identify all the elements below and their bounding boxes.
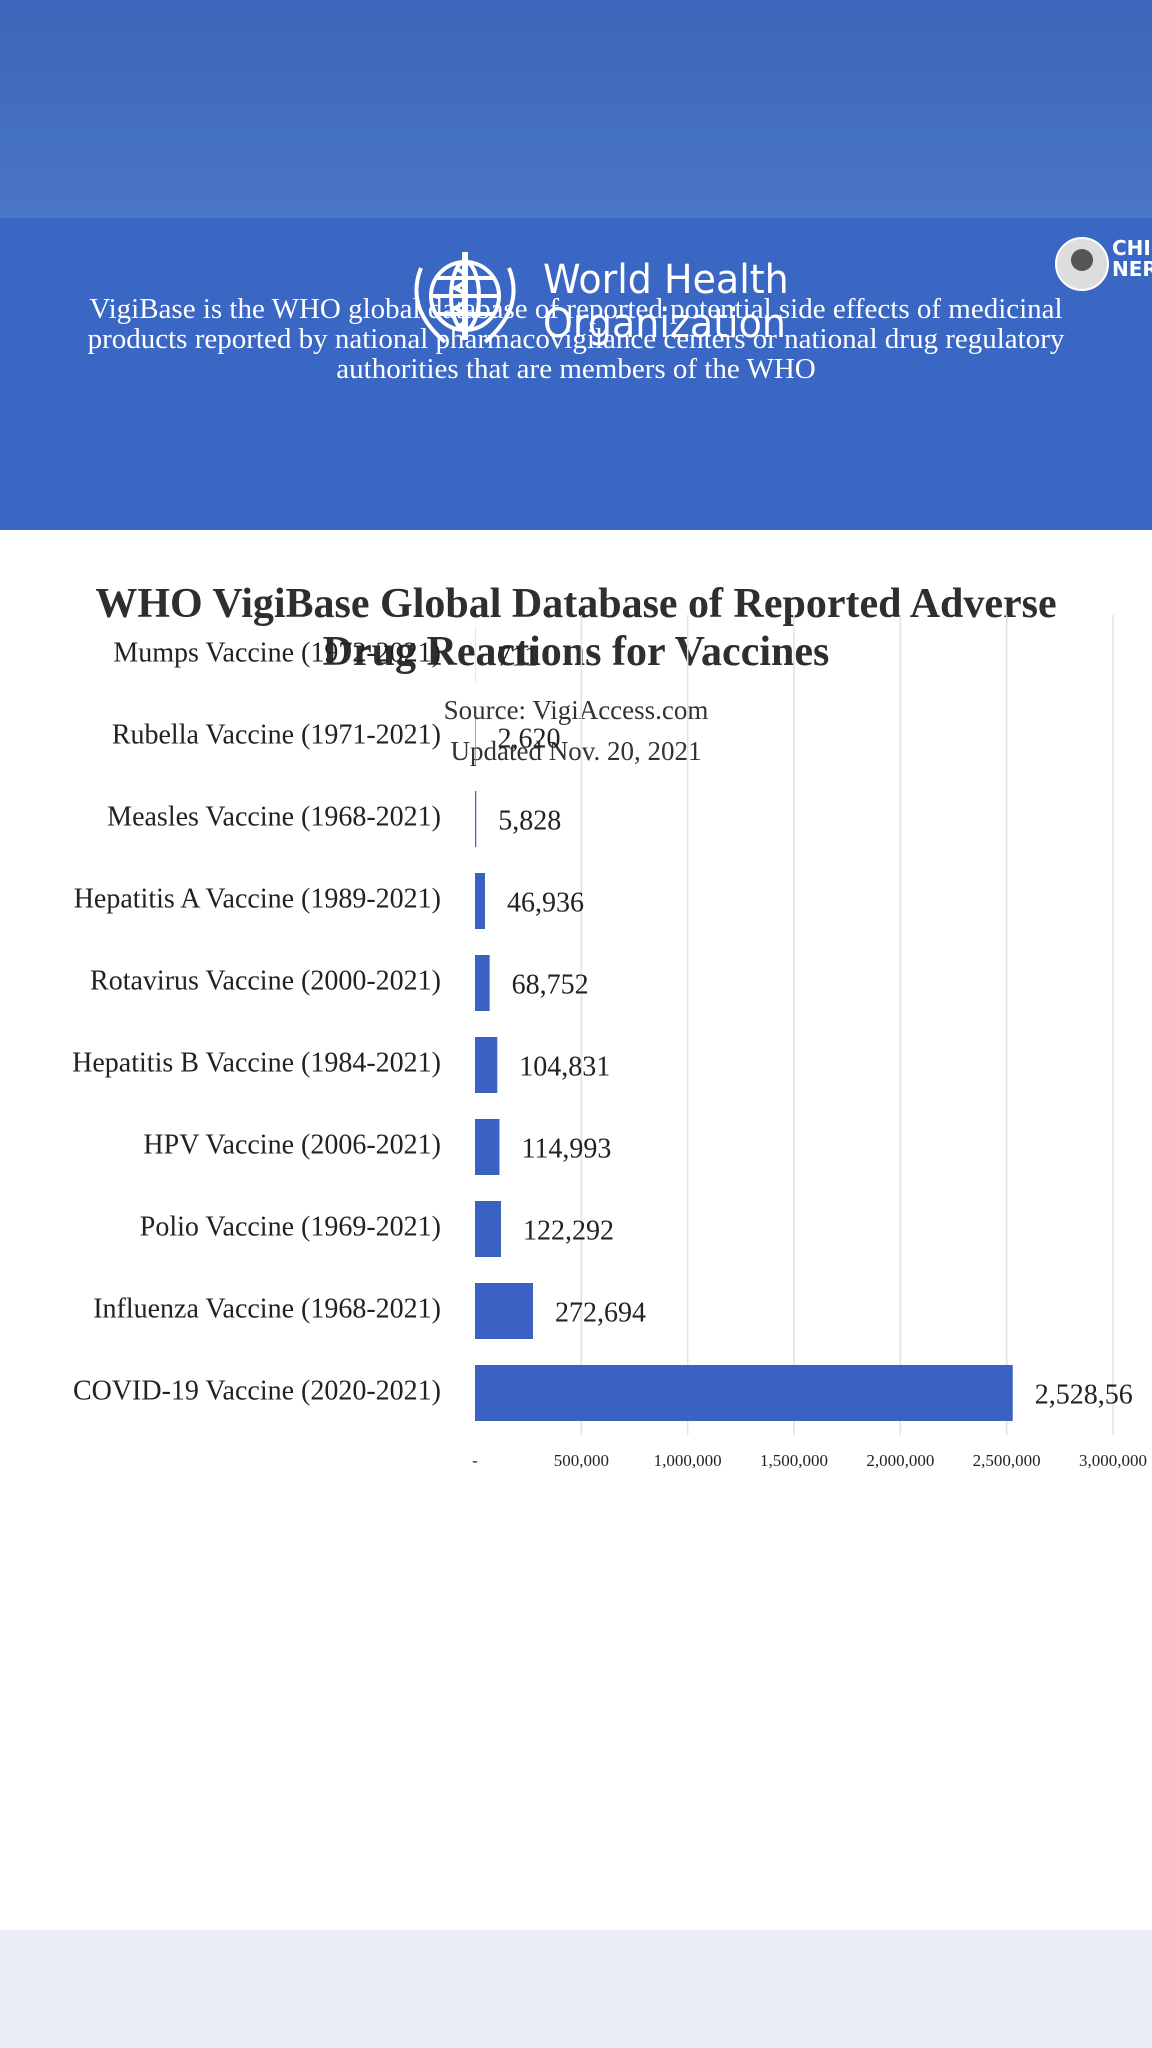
value-label: 68,752: [512, 969, 589, 1000]
chart-title: WHO VigiBase Global Database of Reported…: [95, 581, 1057, 675]
bar: [475, 1365, 1013, 1421]
category-label: Hepatitis A Vaccine (1989-2021): [74, 883, 441, 914]
bar: [475, 709, 476, 765]
badge-avatar: [1055, 237, 1109, 291]
x-tick-label: 2,000,000: [866, 1451, 934, 1470]
x-tick-label: 3,000,000: [1079, 1451, 1147, 1470]
badge-line: NER: [1112, 257, 1152, 281]
category-label: COVID-19 Vaccine (2020-2021): [73, 1375, 441, 1406]
x-tick-label: -: [472, 1451, 478, 1470]
x-tick-label: 1,500,000: [760, 1451, 828, 1470]
bar: [475, 1201, 502, 1257]
bar: [475, 873, 485, 929]
top-band: [0, 0, 1152, 218]
bar: [475, 1037, 498, 1093]
category-label: Hepatitis B Vaccine (1984-2021): [72, 1047, 441, 1078]
subtitle: Source: VigiAccess.com: [443, 695, 709, 725]
value-label: 46,936: [507, 887, 584, 918]
bar: [475, 1119, 500, 1175]
chart-panel: WHO VigiBase Global Database of Reported…: [0, 530, 1152, 1930]
who-logo: [414, 252, 516, 344]
value-label: 114,993: [521, 1133, 611, 1164]
bar: [475, 1283, 533, 1339]
value-label: 2,620: [498, 723, 561, 754]
value-label: 122,292: [523, 1215, 614, 1246]
org-line: World Health: [543, 257, 789, 303]
bar: [475, 955, 490, 1011]
value-label: 2,528,56: [1035, 1379, 1133, 1410]
category-label: Rubella Vaccine (1971-2021): [112, 719, 441, 750]
value-label: 104,831: [519, 1051, 610, 1082]
category-label: HPV Vaccine (2006-2021): [143, 1129, 441, 1160]
badge-line: CHI: [1112, 236, 1151, 260]
org-name: World Health Organization: [543, 258, 789, 346]
org-line: Organization: [543, 301, 786, 347]
category-label: Measles Vaccine (1968-2021): [107, 801, 441, 832]
badge: CHI NER: [1112, 238, 1152, 280]
note: Updated Nov. 20, 2021: [450, 736, 702, 766]
category-label: Polio Vaccine (1969-2021): [140, 1211, 441, 1242]
value-label: 5,828: [498, 805, 561, 836]
x-tick-label: 2,500,000: [973, 1451, 1041, 1470]
category-label: Influenza Vaccine (1968-2021): [93, 1293, 441, 1324]
chart: - 500,000 1,000,000 1,500,000 2,000,000 2,500…: [72, 615, 1147, 1470]
bar: [475, 791, 477, 847]
x-tick-label: 1,000,000: [654, 1451, 722, 1470]
category-label: Rotavirus Vaccine (2000-2021): [90, 965, 441, 996]
value-label: 272,694: [555, 1297, 646, 1328]
x-tick-label: 500,000: [554, 1451, 609, 1470]
header: World Health Organization CHI NER VigiBa…: [0, 218, 1152, 530]
value-label: 711: [497, 641, 538, 672]
description: VigiBase is the WHO global database of r…: [87, 293, 1065, 385]
category-label: Mumps Vaccine (1972-2021): [113, 637, 441, 668]
